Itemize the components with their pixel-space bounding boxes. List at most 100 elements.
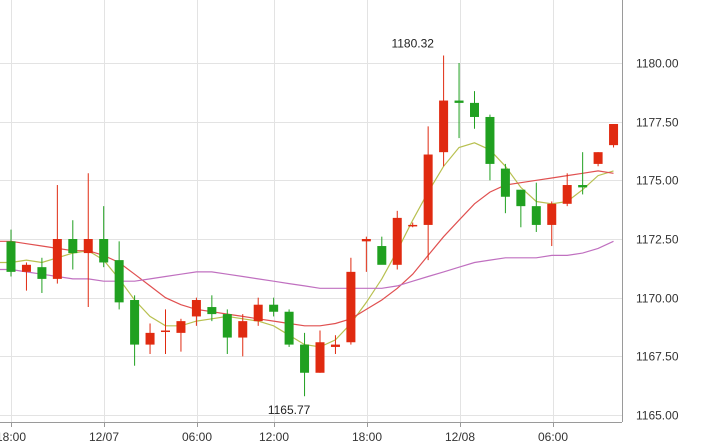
candle (315, 330, 325, 373)
candle-body (207, 307, 217, 315)
candle-body (99, 239, 109, 263)
candle-body (423, 154, 433, 225)
candle-body (408, 224, 418, 227)
candle (408, 222, 418, 228)
candle (377, 236, 387, 265)
candle (145, 323, 155, 354)
candle-body (83, 239, 93, 254)
candle-body (145, 332, 155, 345)
candle (562, 173, 572, 207)
candle (99, 206, 109, 268)
candle (207, 295, 217, 322)
candle-body (547, 203, 557, 225)
candle-body (114, 260, 124, 303)
candle-body (52, 239, 62, 279)
candle-body (485, 116, 495, 164)
candle (516, 189, 526, 228)
candle-body (439, 100, 449, 153)
candle (609, 124, 619, 148)
candle-body (516, 189, 526, 207)
price-annotation: 1165.77 (268, 403, 311, 417)
candle (37, 257, 47, 293)
y-tick-label: 1165.00 (636, 409, 679, 423)
candle (500, 163, 510, 214)
candle (238, 314, 248, 357)
candle (531, 182, 541, 232)
candle (52, 185, 62, 284)
candle-body (578, 185, 588, 188)
candle (6, 229, 16, 277)
grid-lines (0, 0, 622, 422)
annotations: 1180.32 1165.77 (268, 36, 434, 416)
y-tick-label: 1180.00 (636, 57, 679, 71)
candle-body (470, 102, 479, 117)
candle-body (191, 300, 201, 317)
candle-body (454, 100, 464, 103)
candle (130, 295, 140, 366)
candle-body (269, 304, 279, 312)
candle (392, 210, 402, 270)
candle (83, 173, 93, 308)
candle-body (500, 168, 510, 197)
candle-body (68, 239, 78, 254)
candle (21, 262, 31, 291)
candle-body (346, 271, 356, 343)
x-axis: 18:00 12/07 06:00 12:00 18:00 12/08 06:00 (0, 422, 622, 444)
candle (423, 126, 433, 261)
candle-body (361, 239, 371, 242)
candle (547, 201, 557, 247)
candle (222, 309, 232, 354)
x-tick-label: 18:00 (352, 430, 382, 444)
y-tick-label: 1170.00 (636, 292, 679, 306)
candle (470, 91, 479, 129)
candle-body (562, 185, 572, 204)
candle (114, 241, 124, 310)
candle-body (253, 304, 263, 322)
candle-body (222, 314, 232, 338)
x-tick-label: 06:00 (538, 430, 568, 444)
candle (454, 63, 464, 139)
x-tick-label: 12/07 (89, 430, 119, 444)
y-axis: 1180.00 1177.50 1175.00 1172.50 1170.00 1167.… (622, 0, 679, 423)
candle (284, 309, 294, 347)
candle (439, 55, 449, 167)
candle (346, 257, 356, 345)
candle-body (377, 246, 387, 265)
moving-average-line-3 (0, 240, 614, 289)
candle-body (161, 330, 170, 333)
candle-body (300, 344, 310, 373)
moving-average-line-2 (0, 170, 614, 327)
candle (300, 332, 310, 397)
candle-body (176, 321, 186, 333)
y-tick-label: 1172.50 (636, 233, 679, 247)
candle-body (330, 344, 340, 347)
y-tick-label: 1167.50 (636, 350, 679, 364)
candle-body (609, 124, 619, 146)
candle (593, 152, 603, 167)
candle-body (531, 206, 541, 225)
candle (361, 236, 371, 272)
price-annotation: 1180.32 (391, 36, 434, 50)
candle (269, 297, 279, 317)
candle (330, 335, 340, 354)
candle (578, 152, 588, 195)
y-tick-label: 1177.50 (636, 116, 679, 130)
candle (161, 309, 170, 354)
candle-body (392, 217, 402, 265)
candle-body (6, 241, 16, 272)
y-tick-label: 1175.00 (636, 174, 679, 188)
candle (253, 297, 263, 326)
candle (485, 114, 495, 181)
candle-body (130, 300, 140, 345)
x-tick-label: 12:00 (259, 430, 289, 444)
candle (191, 297, 201, 326)
x-tick-label: 18:00 (0, 430, 26, 444)
x-tick-label: 12/08 (445, 430, 475, 444)
candles (6, 55, 619, 397)
candle-body (315, 342, 325, 373)
candle-body (284, 311, 294, 345)
candle-body (238, 321, 248, 338)
candle-body (37, 267, 47, 279)
candle (176, 318, 186, 352)
